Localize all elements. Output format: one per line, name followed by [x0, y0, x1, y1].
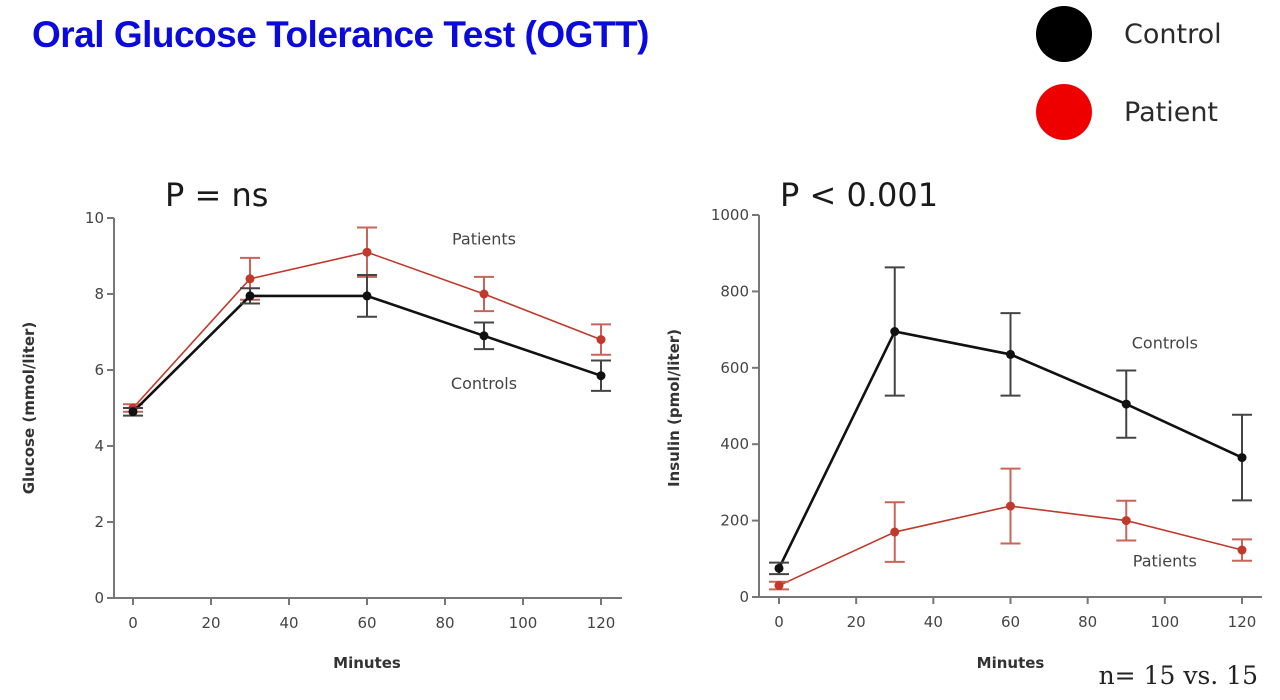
- x-tick-label: 100: [509, 614, 538, 632]
- x-axis-title: Minutes: [333, 654, 401, 672]
- data-point-control: [479, 331, 489, 341]
- sample-size-note: n= 15 vs. 15: [1098, 661, 1258, 690]
- legend-marker-control-icon: [1036, 6, 1092, 62]
- series-label-control: Controls: [1132, 334, 1198, 353]
- x-tick-label: 120: [1228, 613, 1257, 631]
- x-tick-label: 40: [924, 613, 943, 631]
- data-point-control: [890, 327, 900, 337]
- data-point-control: [596, 371, 606, 381]
- y-tick-label: 400: [720, 435, 749, 453]
- series-control: Controls: [123, 274, 611, 417]
- x-tick-label: 100: [1151, 613, 1180, 631]
- y-tick-label: 200: [720, 512, 749, 530]
- series-label-patient: Patients: [452, 230, 516, 249]
- data-point-patient: [774, 581, 784, 591]
- data-point-patient: [890, 527, 900, 537]
- x-tick-label: 80: [435, 614, 454, 632]
- legend-item-patient: Patient: [1036, 84, 1218, 140]
- series-label-patient: Patients: [1133, 551, 1197, 570]
- data-point-control: [362, 291, 372, 301]
- x-tick-label: 20: [847, 613, 866, 631]
- y-axis-title: Glucose (mmol/liter): [20, 322, 38, 495]
- y-tick-label: 2: [94, 513, 104, 531]
- x-tick-label: 0: [128, 614, 138, 632]
- data-point-patient: [1006, 501, 1015, 511]
- data-point-control: [128, 407, 138, 417]
- insulin-chart: 0 200 400 600 800 1000 0 20 40 60 80 100 120 Minutes I…: [665, 206, 1262, 672]
- series-control: Controls: [769, 266, 1252, 576]
- data-point-control: [774, 563, 784, 573]
- y-tick-label: 8: [94, 285, 104, 303]
- data-point-patient: [362, 247, 372, 257]
- series-patient: Patients: [769, 467, 1252, 591]
- data-point-patient: [1237, 545, 1247, 555]
- x-tick-label: 40: [279, 614, 298, 632]
- y-tick-label: 0: [739, 588, 749, 606]
- y-tick-label: 6: [94, 361, 104, 379]
- y-tick-label: 800: [720, 282, 749, 300]
- x-axis-title: Minutes: [977, 654, 1045, 672]
- y-tick-label: 1000: [711, 206, 749, 224]
- x-tick-label: 60: [357, 614, 376, 632]
- data-point-patient: [479, 289, 489, 299]
- legend-marker-patient-icon: [1036, 84, 1092, 140]
- data-point-control: [1121, 399, 1131, 409]
- y-tick-label: 4: [94, 437, 104, 455]
- x-tick-label: 120: [587, 614, 616, 632]
- x-tick-label: 20: [201, 614, 220, 632]
- data-point-control: [1006, 349, 1015, 359]
- page-title: Oral Glucose Tolerance Test (OGTT): [32, 14, 649, 55]
- data-point-patient: [1121, 516, 1131, 526]
- x-tick-label: 0: [774, 613, 784, 631]
- data-point-patient: [596, 335, 606, 345]
- x-tick-label: 60: [1001, 613, 1020, 631]
- legend-item-control: Control: [1036, 6, 1222, 62]
- y-tick-label: 600: [720, 359, 749, 377]
- y-tick-label: 10: [85, 209, 104, 227]
- y-axis-title: Insulin (pmol/liter): [665, 329, 683, 487]
- glucose-p-value: P = ns: [165, 176, 269, 214]
- legend-label-control: Control: [1124, 18, 1222, 50]
- insulin-p-value: P < 0.001: [780, 176, 939, 214]
- series-label-control: Controls: [451, 374, 517, 393]
- data-point-control: [1237, 453, 1247, 463]
- x-tick-label: 80: [1078, 613, 1097, 631]
- y-tick-label: 0: [94, 589, 104, 607]
- series-patient: Patients: [123, 226, 611, 413]
- data-point-control: [245, 291, 255, 301]
- data-point-patient: [245, 274, 255, 284]
- legend-label-patient: Patient: [1124, 96, 1219, 128]
